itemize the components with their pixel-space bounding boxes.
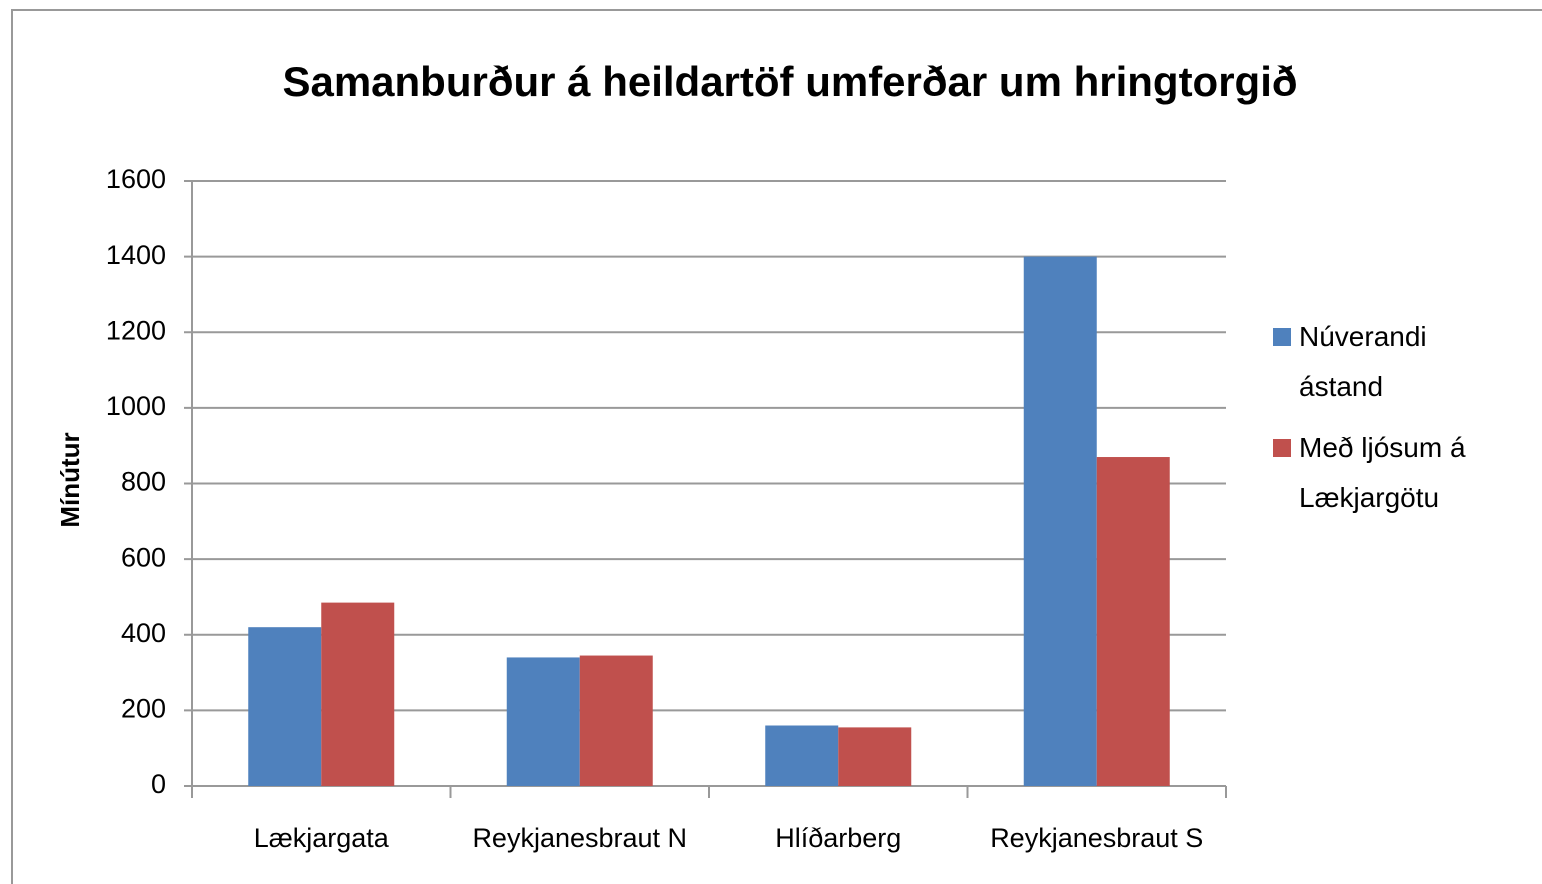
y-tick-label: 1600 xyxy=(106,164,166,194)
bar xyxy=(579,655,653,786)
bar xyxy=(506,657,580,786)
bar xyxy=(248,627,322,786)
y-tick-label: 1400 xyxy=(106,240,166,270)
y-tick-label: 800 xyxy=(121,467,166,497)
bar xyxy=(321,602,395,786)
legend-swatch xyxy=(1273,439,1291,457)
y-tick-label: 400 xyxy=(121,618,166,648)
legend-label: Núverandi ástand xyxy=(1299,321,1427,402)
legend-swatch xyxy=(1273,328,1291,346)
x-tick-label: Hlíðarberg xyxy=(775,823,901,853)
y-tick-label: 1000 xyxy=(106,391,166,421)
y-tick-label: 200 xyxy=(121,694,166,724)
legend-item: Með ljósum á Lækjargötu xyxy=(1273,423,1503,523)
x-tick-label: Lækjargata xyxy=(254,823,390,853)
legend-label: Með ljósum á Lækjargötu xyxy=(1299,432,1466,513)
bar xyxy=(1023,256,1097,786)
x-tick-label: Reykjanesbraut S xyxy=(990,823,1203,853)
bar xyxy=(1096,457,1170,786)
y-tick-label: 0 xyxy=(151,769,166,799)
y-tick-label: 1200 xyxy=(106,315,166,345)
frame xyxy=(11,9,1542,884)
x-tick-label: Reykjanesbraut N xyxy=(472,823,687,853)
y-tick-label: 600 xyxy=(121,542,166,572)
y-axis-label: Mínútur xyxy=(55,432,85,527)
chart-title: Samanburður á heildartöf umferðar um hri… xyxy=(282,58,1297,105)
legend-item: Núverandi ástand xyxy=(1273,312,1503,412)
bar xyxy=(838,727,912,786)
bar xyxy=(765,725,839,786)
